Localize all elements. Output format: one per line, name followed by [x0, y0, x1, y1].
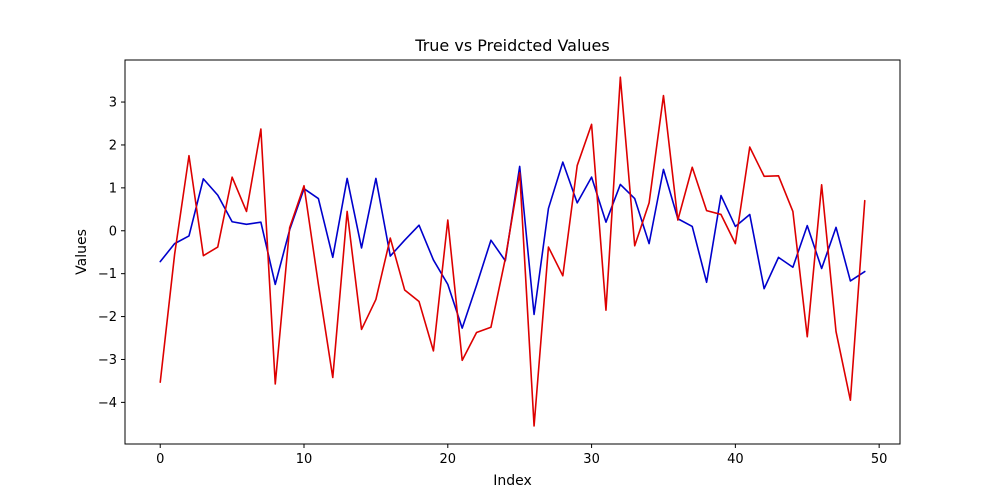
- chart-title: True vs Preidcted Values: [414, 36, 609, 55]
- x-axis-ticks: 0 10 20 30 40 50: [156, 444, 887, 467]
- y-tick-label: 2: [109, 138, 117, 153]
- y-axis-ticks: −4 −3 −2 −1 0 1 2 3: [98, 96, 125, 411]
- y-tick-label: −1: [98, 267, 117, 282]
- x-axis-label: Index: [493, 473, 532, 489]
- series-line-2: [159, 76, 866, 427]
- y-tick-label: 3: [109, 96, 117, 111]
- y-tick-label: −3: [98, 353, 117, 368]
- y-tick-label: 1: [109, 181, 117, 196]
- y-axis-label: Values: [74, 229, 90, 275]
- x-tick-label: 50: [871, 452, 888, 467]
- y-tick-label: −2: [98, 310, 117, 325]
- series-layer: [159, 76, 866, 427]
- x-tick-label: 0: [156, 452, 164, 467]
- y-tick-label: 0: [109, 224, 117, 239]
- plot-frame: [124, 59, 901, 445]
- y-tick-label: −4: [98, 396, 117, 411]
- x-tick-label: 20: [440, 452, 457, 467]
- x-tick-label: 10: [296, 452, 313, 467]
- x-tick-label: 40: [727, 452, 744, 467]
- x-tick-label: 30: [583, 452, 600, 467]
